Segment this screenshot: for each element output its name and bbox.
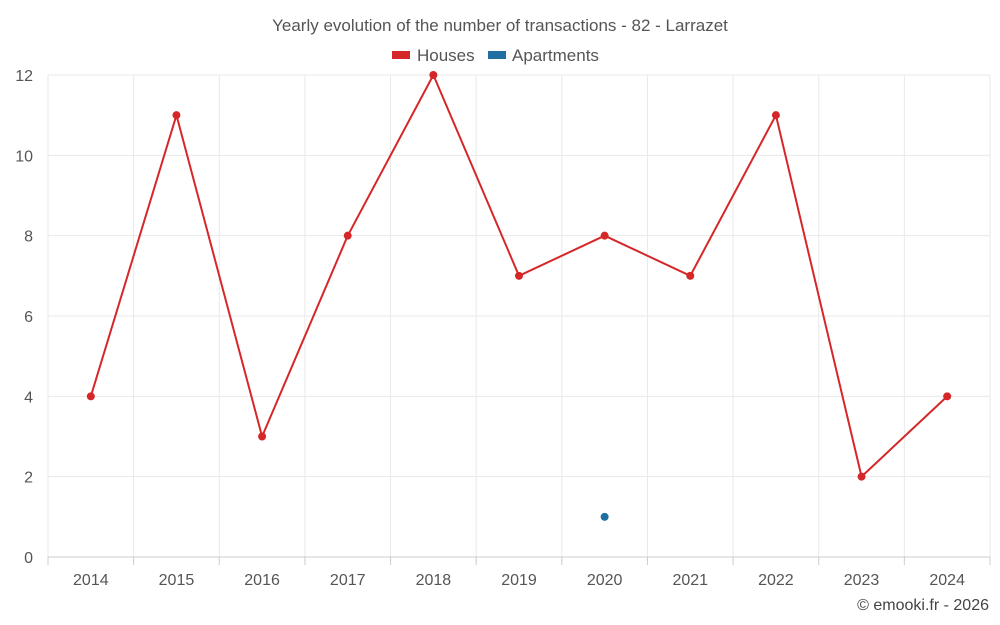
x-tick-label: 2017 [330,572,366,589]
data-point-apartments-2020[interactable] [600,512,609,521]
y-gridlines [48,74,990,478]
legend-swatch [488,51,506,59]
data-point-houses-2024[interactable] [943,392,952,401]
data-point-houses-2019[interactable] [515,271,523,280]
data-point-houses-2021[interactable] [686,271,695,280]
y-tick-label: 10 [15,148,33,165]
x-tick-label: 2019 [501,572,537,589]
legend-item-apartments[interactable]: Apartments [488,46,599,65]
data-point-houses-2017[interactable] [343,231,352,240]
x-tick-label: 2016 [244,572,280,589]
chart-title: Yearly evolution of the number of transa… [272,16,728,35]
x-tick-label: 2015 [159,572,195,589]
y-tick-label: 2 [24,470,33,487]
x-tick-label: 2022 [758,572,794,589]
y-tick-label: 0 [24,550,33,567]
data-point-houses-2016[interactable] [258,432,267,441]
series-houses [86,71,952,481]
x-tick-label: 2023 [844,572,880,589]
x-tick-label: 2021 [672,572,708,589]
data-point-houses-2018[interactable] [429,71,438,79]
data-point-houses-2020[interactable] [600,231,609,240]
legend-swatch [392,51,410,59]
series-apartments [600,512,609,521]
x-tick-label: 2014 [73,572,109,589]
y-tick-label: 8 [24,229,33,246]
y-tick-label: 4 [24,389,33,406]
data-point-houses-2023[interactable] [857,472,866,481]
data-point-houses-2015[interactable] [172,111,181,120]
y-tick-labels: 0 2 4 6 8 10 12 [15,68,33,567]
data-point-houses-2014[interactable] [86,392,95,401]
axes [47,556,991,565]
y-tick-label: 12 [15,68,33,85]
legend-item-houses[interactable]: Houses [392,46,475,65]
credit-text: © emooki.fr - 2026 [857,597,989,614]
legend: Houses Apartments [392,46,599,65]
y-tick-label: 6 [24,309,33,326]
legend-label: Houses [417,46,475,65]
x-tick-label: 2024 [929,572,965,589]
data-point-houses-2022[interactable] [771,111,780,120]
series-layer [86,71,952,521]
x-tick-label: 2020 [587,572,623,589]
x-tick-labels: 2014 2015 2016 2017 2018 2019 2020 2021 2022 2023… [73,572,965,589]
x-tick-label: 2018 [416,572,452,589]
legend-label: Apartments [512,46,599,65]
